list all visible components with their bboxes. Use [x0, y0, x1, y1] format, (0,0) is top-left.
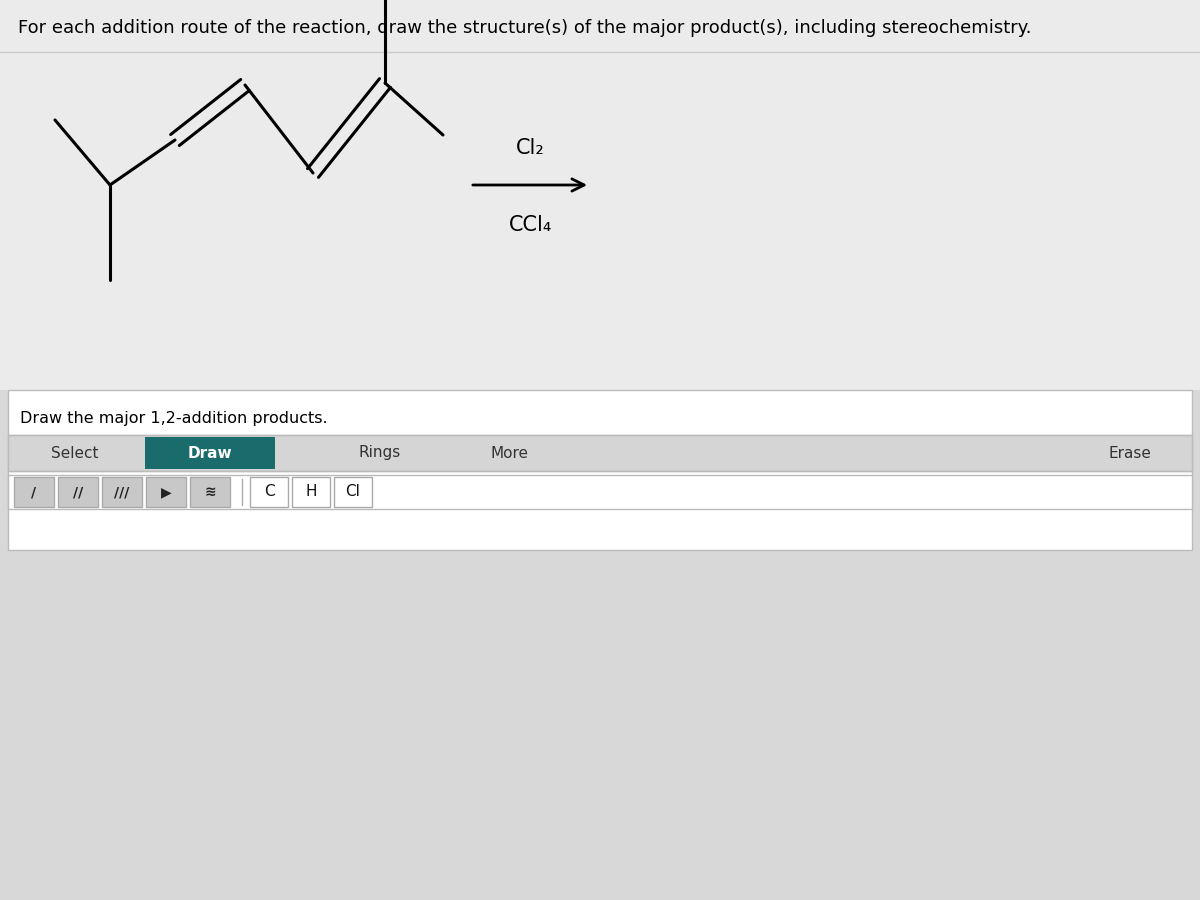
Text: Select: Select [52, 446, 98, 461]
Text: Draw: Draw [187, 446, 233, 461]
Text: Erase: Erase [1109, 446, 1152, 461]
Text: ▶: ▶ [161, 485, 172, 499]
FancyBboxPatch shape [8, 390, 1192, 550]
FancyBboxPatch shape [8, 435, 1192, 471]
Text: Draw the major 1,2-addition products.: Draw the major 1,2-addition products. [20, 410, 328, 426]
Text: //: // [73, 485, 83, 499]
FancyBboxPatch shape [0, 0, 1200, 390]
Text: CCl₄: CCl₄ [509, 215, 552, 235]
FancyBboxPatch shape [0, 390, 1200, 900]
Text: ≋: ≋ [204, 485, 216, 499]
FancyBboxPatch shape [250, 477, 288, 507]
FancyBboxPatch shape [58, 477, 98, 507]
Text: H: H [305, 484, 317, 500]
Text: Cl₂: Cl₂ [516, 138, 545, 158]
FancyBboxPatch shape [145, 437, 275, 469]
FancyBboxPatch shape [190, 477, 230, 507]
Text: /: / [31, 485, 36, 499]
Text: Cl: Cl [346, 484, 360, 500]
FancyBboxPatch shape [14, 477, 54, 507]
FancyBboxPatch shape [146, 477, 186, 507]
Text: More: More [491, 446, 529, 461]
Text: ///: /// [114, 485, 130, 499]
Text: Rings: Rings [359, 446, 401, 461]
Text: For each addition route of the reaction, draw the structure(s) of the major prod: For each addition route of the reaction,… [18, 19, 1032, 37]
FancyBboxPatch shape [292, 477, 330, 507]
FancyBboxPatch shape [334, 477, 372, 507]
FancyBboxPatch shape [102, 477, 142, 507]
Text: C: C [264, 484, 275, 500]
FancyBboxPatch shape [8, 475, 1192, 509]
